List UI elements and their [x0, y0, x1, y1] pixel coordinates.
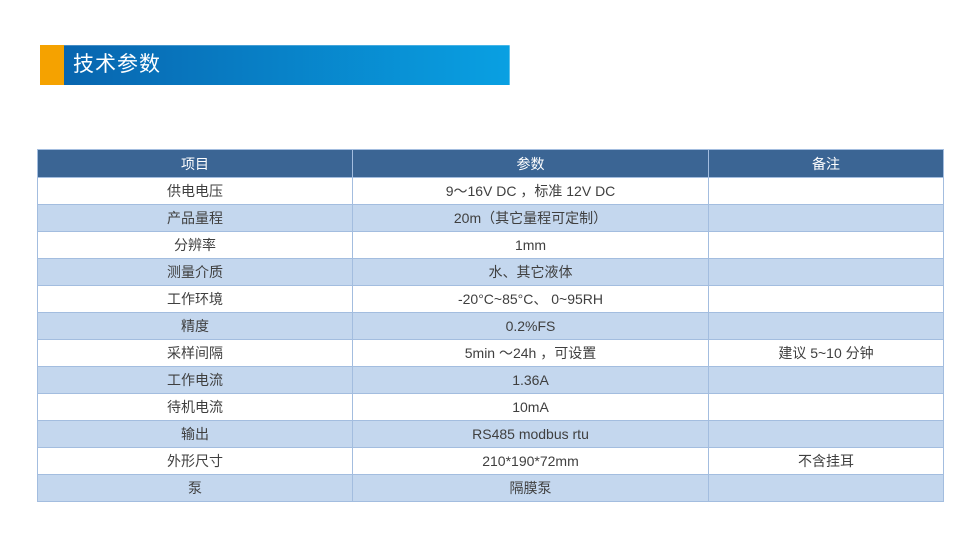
- spec-table-header: 项目 参数 备注: [37, 149, 944, 178]
- column-header-item: 项目: [37, 149, 353, 178]
- cell-item: 采样间隔: [37, 339, 353, 367]
- cell-item: 供电电压: [37, 177, 353, 205]
- cell-item: 工作环境: [37, 285, 353, 313]
- table-row: 外形尺寸 210*190*72mm 不含挂耳: [37, 447, 944, 475]
- spec-table: 项目 参数 备注 供电电压 9～16V DC ，标准 12V DC 产品量程 2…: [37, 149, 944, 502]
- cell-item: 产品量程: [37, 204, 353, 232]
- cell-param: 5min ～24h ，可设置: [352, 339, 709, 367]
- cell-remark: [708, 420, 944, 448]
- cell-item: 工作电流: [37, 366, 353, 394]
- cell-remark: [708, 474, 944, 502]
- cell-param: 20m（其它量程可定制）: [352, 204, 709, 232]
- cell-item: 泵: [37, 474, 353, 502]
- table-row: 分辨率 1mm: [37, 231, 944, 259]
- table-row: 采样间隔 5min ～24h ，可设置 建议 5~10 分钟: [37, 339, 944, 367]
- table-row: 精度 0.2%FS: [37, 312, 944, 340]
- cell-item: 待机电流: [37, 393, 353, 421]
- table-row: 产品量程 20m（其它量程可定制）: [37, 204, 944, 232]
- table-row: 测量介质 水、其它液体: [37, 258, 944, 286]
- orange-accent-block: [40, 45, 64, 85]
- table-row: 待机电流 10mA: [37, 393, 944, 421]
- cell-param: 9～16V DC ，标准 12V DC: [352, 177, 709, 205]
- title-banner-background: 技术参数: [64, 45, 510, 85]
- cell-remark: [708, 231, 944, 259]
- page-title: 技术参数: [73, 53, 161, 76]
- column-header-param: 参数: [352, 149, 709, 178]
- cell-remark: [708, 312, 944, 340]
- cell-remark: [708, 177, 944, 205]
- cell-item: 分辨率: [37, 231, 353, 259]
- cell-remark: [708, 366, 944, 394]
- table-row: 泵 隔膜泵: [37, 474, 944, 502]
- spec-table-body: 供电电压 9～16V DC ，标准 12V DC 产品量程 20m（其它量程可定…: [37, 177, 944, 502]
- cell-item: 精度: [37, 312, 353, 340]
- table-row: 工作电流 1.36A: [37, 366, 944, 394]
- table-row: 工作环境 -20°C~85°C、 0~95RH: [37, 285, 944, 313]
- cell-item: 测量介质: [37, 258, 353, 286]
- cell-param: 1mm: [352, 231, 709, 259]
- cell-remark: 建议 5~10 分钟: [708, 339, 944, 367]
- cell-item: 外形尺寸: [37, 447, 353, 475]
- cell-remark: 不含挂耳: [708, 447, 944, 475]
- cell-remark: [708, 204, 944, 232]
- header-row: 项目 参数 备注: [37, 149, 944, 178]
- cell-param: 10mA: [352, 393, 709, 421]
- cell-param: 隔膜泵: [352, 474, 709, 502]
- cell-param: 0.2%FS: [352, 312, 709, 340]
- cell-param: 1.36A: [352, 366, 709, 394]
- cell-remark: [708, 258, 944, 286]
- title-banner: 技术参数: [40, 45, 510, 85]
- table-row: 供电电压 9～16V DC ，标准 12V DC: [37, 177, 944, 205]
- table-row: 输出 RS485 modbus rtu: [37, 420, 944, 448]
- column-header-remark: 备注: [708, 149, 944, 178]
- cell-param: 210*190*72mm: [352, 447, 709, 475]
- cell-remark: [708, 393, 944, 421]
- cell-item: 输出: [37, 420, 353, 448]
- cell-param: -20°C~85°C、 0~95RH: [352, 285, 709, 313]
- cell-param: RS485 modbus rtu: [352, 420, 709, 448]
- cell-remark: [708, 285, 944, 313]
- cell-param: 水、其它液体: [352, 258, 709, 286]
